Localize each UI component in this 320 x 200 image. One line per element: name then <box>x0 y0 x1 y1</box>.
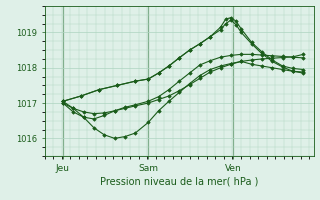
X-axis label: Pression niveau de la mer( hPa ): Pression niveau de la mer( hPa ) <box>100 177 258 187</box>
